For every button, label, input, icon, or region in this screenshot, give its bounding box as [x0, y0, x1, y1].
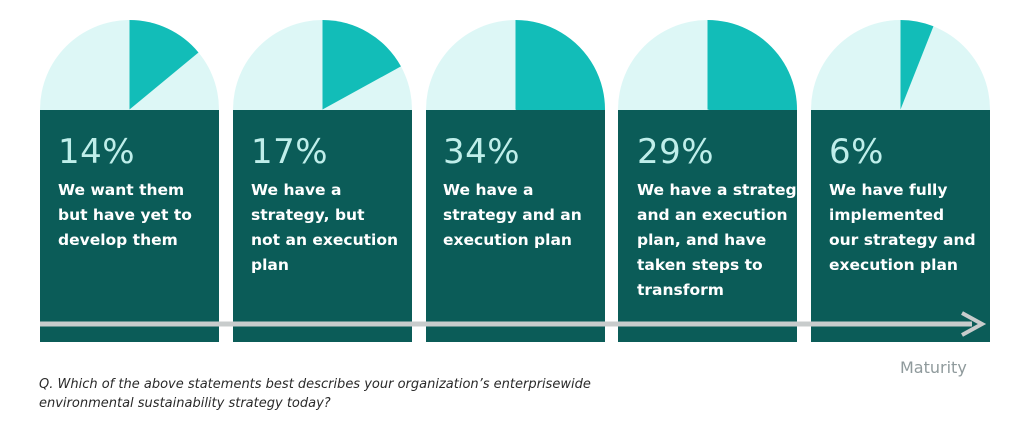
card-2-line-4: plan [251, 256, 289, 274]
card-description-2: We have a strategy, but not an execution… [251, 178, 398, 278]
card-description-3: We have a strategy and an execution plan [443, 178, 582, 253]
card-3-line-3: execution plan [443, 231, 572, 249]
card-1-line-3: develop them [58, 231, 178, 249]
value-label-1: 14% [58, 132, 136, 172]
card-2-line-3: not an execution [251, 231, 399, 249]
x-axis-label: Maturity [900, 358, 967, 377]
maturity-arrow-head [961, 311, 987, 337]
card-5-line-1: We have fully [829, 181, 948, 199]
value-label-3: 34% [443, 132, 521, 172]
card-2-line-1: We have a [251, 181, 342, 199]
value-label-4: 29% [637, 132, 715, 172]
card-4 [618, 110, 797, 342]
card-4-line-3: plan, and have [637, 231, 767, 249]
card-2-line-2: strategy, but [251, 206, 365, 224]
card-3-line-2: strategy and an [443, 206, 582, 224]
pie-slice-5 [900, 20, 934, 110]
card-description-4: We have a strategy and an execution plan… [637, 178, 807, 303]
card-2 [233, 110, 412, 342]
card-1 [40, 110, 219, 342]
card-5-line-2: implemented [829, 206, 945, 224]
question-note: Q. Which of the above statements best de… [39, 377, 591, 411]
card-3-line-1: We have a [443, 181, 534, 199]
card-4-line-2: and an execution [637, 206, 788, 224]
pie-slice-1 [129, 20, 199, 110]
card-3 [426, 110, 605, 342]
value-label-2: 17% [251, 132, 329, 172]
card-description-1: We want them but have yet to develop the… [58, 178, 192, 253]
card-1-line-2: but have yet to [58, 206, 192, 224]
card-1-line-1: We want them [58, 181, 185, 199]
card-5-line-3: our strategy and [829, 231, 976, 249]
value-label-5: 6% [829, 132, 884, 172]
pie-slice-4 [707, 20, 797, 132]
card-5 [811, 110, 990, 342]
card-4-line-4: taken steps to [637, 256, 763, 274]
card-4-line-1: We have a strategy [637, 181, 807, 199]
card-4-line-5: transform [637, 281, 724, 299]
card-5-line-4: execution plan [829, 256, 958, 274]
pie-slice-2 [322, 20, 401, 110]
card-description-5: We have fully implemented our strategy a… [829, 178, 976, 278]
